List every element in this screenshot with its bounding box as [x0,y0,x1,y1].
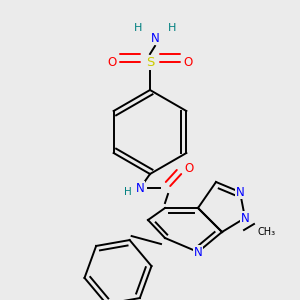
Text: N: N [194,245,202,259]
Text: CH₃: CH₃ [258,227,276,237]
Text: N: N [151,32,159,44]
Text: N: N [136,182,144,194]
Text: H: H [124,187,132,197]
Text: N: N [236,185,244,199]
Text: N: N [241,212,249,224]
Text: H: H [134,23,142,33]
Text: O: O [183,56,193,68]
Text: O: O [184,161,194,175]
Text: O: O [107,56,117,68]
Text: S: S [146,56,154,68]
Text: H: H [168,23,176,33]
